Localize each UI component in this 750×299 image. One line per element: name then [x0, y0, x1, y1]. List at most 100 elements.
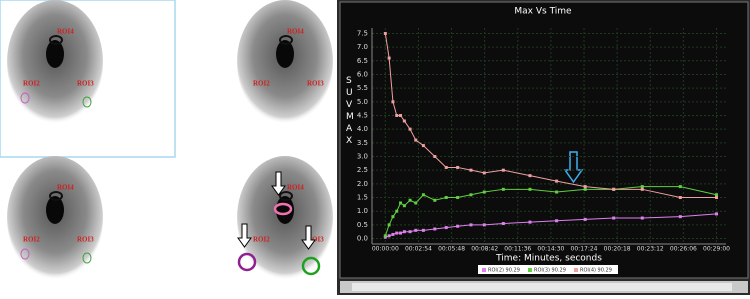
- x-tick-label: 00:11:36: [504, 246, 531, 253]
- point: [501, 187, 505, 191]
- point: [421, 193, 425, 197]
- y-tick-label: 6.0: [357, 70, 368, 78]
- roi-label: ROI4: [57, 28, 74, 36]
- legend-swatch: [574, 268, 578, 272]
- scan-airway: [276, 40, 294, 68]
- point: [402, 204, 406, 208]
- roi-label: ROI3: [77, 236, 94, 244]
- chart-title: Max Vs Time: [514, 7, 572, 17]
- scan-ring: [279, 35, 293, 45]
- point: [583, 217, 587, 221]
- y-tick-label: 3.0: [357, 153, 368, 161]
- roi-label: ROI2: [253, 236, 270, 244]
- roi-label: ROI2: [253, 80, 270, 88]
- point: [640, 216, 644, 220]
- x-tick-label: 00:26:06: [670, 246, 697, 253]
- scan-ring: [279, 191, 293, 201]
- point: [387, 223, 391, 227]
- y-tick-label: 5.5: [357, 84, 368, 92]
- legend-label: ROI(3) 90.29: [534, 268, 566, 274]
- roi-outline: [20, 248, 30, 260]
- roi-outline: [82, 96, 92, 108]
- scan-airway: [46, 40, 64, 68]
- point: [612, 216, 616, 220]
- roi-label: ROI2: [23, 236, 40, 244]
- point: [395, 209, 399, 213]
- point: [444, 226, 448, 230]
- scan-ring: [49, 191, 63, 201]
- point: [469, 168, 473, 172]
- roi-label: ROI4: [287, 28, 304, 36]
- point: [408, 198, 412, 202]
- scan-ring: [49, 35, 63, 45]
- roi-circle: [301, 256, 321, 276]
- point: [482, 223, 486, 227]
- y-tick-label: 5.0: [357, 98, 368, 106]
- scrollbar-thumb[interactable]: [352, 283, 732, 291]
- point: [399, 231, 403, 235]
- point: [433, 198, 437, 202]
- roi-outline: [82, 252, 92, 264]
- point: [528, 174, 532, 178]
- point: [456, 224, 460, 228]
- series-line: [384, 186, 717, 236]
- point: [528, 187, 532, 191]
- x-tick-label: 00:23:12: [637, 246, 664, 253]
- x-tick-label: 00:14:30: [537, 246, 564, 253]
- point: [383, 31, 387, 35]
- y-tick-label: 1.0: [357, 207, 368, 215]
- point: [395, 113, 399, 117]
- point: [678, 185, 682, 189]
- roi-circle: [237, 252, 257, 272]
- point: [456, 196, 460, 200]
- roi-label: ROI4: [57, 184, 74, 192]
- point: [395, 231, 399, 235]
- point: [383, 234, 387, 238]
- point: [555, 219, 559, 223]
- point: [414, 201, 418, 205]
- y-tick-label: 0.5: [357, 221, 368, 229]
- point: [555, 179, 559, 183]
- point: [583, 185, 587, 189]
- series-line: [384, 33, 717, 199]
- point: [714, 193, 718, 197]
- point: [456, 165, 460, 169]
- legend-swatch: [528, 268, 532, 272]
- point: [399, 113, 403, 117]
- point: [408, 127, 412, 131]
- legend: [478, 265, 618, 274]
- y-tick-label: 0.0: [357, 235, 368, 243]
- point: [433, 155, 437, 159]
- point: [433, 227, 437, 231]
- point: [714, 212, 718, 216]
- legend-label: ROI(2) 90.29: [488, 268, 520, 274]
- x-tick-label: 00:29:00: [703, 246, 730, 253]
- chart-area: [339, 1, 749, 279]
- point: [444, 165, 448, 169]
- x-tick-label: 00:02:54: [405, 246, 432, 253]
- x-tick-label: 00:08:42: [471, 246, 498, 253]
- point: [444, 196, 448, 200]
- point: [387, 56, 391, 60]
- roi-label: ROI3: [307, 80, 324, 88]
- point: [482, 190, 486, 194]
- y-tick-label: 7.5: [357, 29, 368, 37]
- point: [421, 228, 425, 232]
- y-tick-label: 4.0: [357, 125, 368, 133]
- scan-airway: [46, 196, 64, 224]
- y-tick-label: 4.5: [357, 111, 368, 119]
- x-tick-label: 00:05:48: [438, 246, 465, 253]
- point: [391, 100, 395, 104]
- point: [391, 232, 395, 236]
- point: [421, 144, 425, 148]
- point: [402, 230, 406, 234]
- point: [469, 223, 473, 227]
- point: [528, 220, 532, 224]
- point: [402, 119, 406, 123]
- y-tick-label: 6.5: [357, 57, 368, 65]
- y-tick-label: 2.0: [357, 180, 368, 188]
- point: [414, 228, 418, 232]
- point: [399, 201, 403, 205]
- point: [408, 230, 412, 234]
